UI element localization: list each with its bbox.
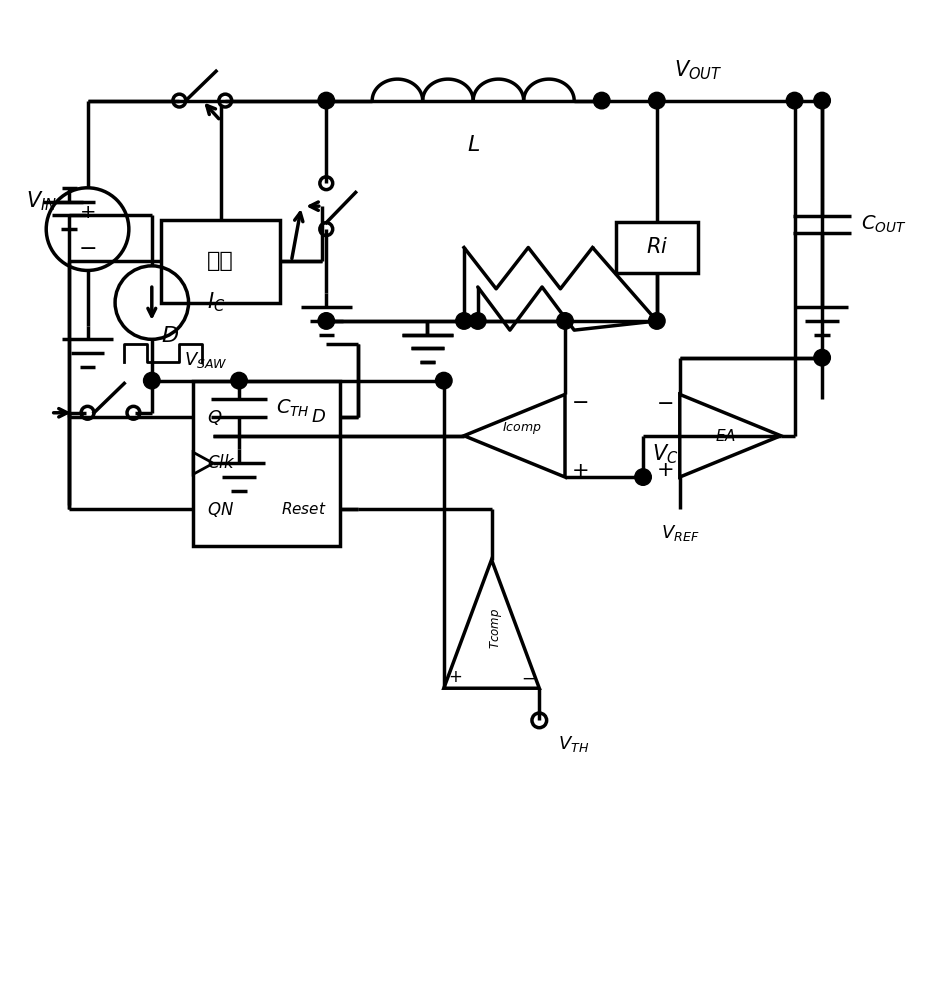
Text: $V_{OUT}$: $V_{OUT}$ <box>673 59 721 82</box>
Text: $+$: $+$ <box>80 203 95 222</box>
Bar <box>193 381 339 546</box>
Text: $Tcomp$: $Tcomp$ <box>488 608 503 649</box>
Text: $-$: $-$ <box>78 237 96 257</box>
Text: $L$: $L$ <box>466 135 479 155</box>
Circle shape <box>634 469 651 485</box>
Circle shape <box>813 92 830 109</box>
Text: $Ri$: $Ri$ <box>645 237 667 257</box>
Circle shape <box>648 92 665 109</box>
Circle shape <box>593 92 609 109</box>
Text: $V_{REF}$: $V_{REF}$ <box>660 523 698 543</box>
Circle shape <box>318 313 334 329</box>
Text: $-$: $-$ <box>571 391 588 411</box>
Text: $+$: $+$ <box>655 460 673 480</box>
Circle shape <box>435 372 451 389</box>
Text: $EA$: $EA$ <box>715 428 735 444</box>
Text: $V_{SAW}$: $V_{SAW}$ <box>184 350 227 370</box>
Text: $Q$: $Q$ <box>207 408 222 427</box>
Bar <box>160 220 280 303</box>
Text: $C_{OUT}$: $C_{OUT}$ <box>859 214 906 235</box>
Circle shape <box>144 372 159 389</box>
Text: $Reset$: $Reset$ <box>280 501 326 517</box>
Circle shape <box>556 313 573 329</box>
Text: $Icomp$: $Icomp$ <box>502 420 541 436</box>
Text: $V_{TH}$: $V_{TH}$ <box>557 734 589 754</box>
Circle shape <box>455 313 472 329</box>
Text: $D$: $D$ <box>161 326 179 346</box>
Text: 驱动: 驱动 <box>207 251 234 271</box>
Circle shape <box>469 313 486 329</box>
Text: $V_C$: $V_C$ <box>652 442 678 466</box>
Text: $-$: $-$ <box>655 392 673 412</box>
Text: $-$: $-$ <box>521 668 535 686</box>
Circle shape <box>813 349 830 366</box>
Text: $QN$: $QN$ <box>207 500 234 519</box>
Text: $+$: $+$ <box>571 461 588 481</box>
Circle shape <box>785 92 802 109</box>
Text: $I_C$: $I_C$ <box>207 291 225 314</box>
Text: $D$: $D$ <box>311 408 326 426</box>
Text: $C_{TH}$: $C_{TH}$ <box>275 398 310 419</box>
Circle shape <box>648 313 665 329</box>
Text: $Clk$: $Clk$ <box>207 454 235 472</box>
Text: $V_{IN}$: $V_{IN}$ <box>26 190 57 213</box>
Circle shape <box>231 372 247 389</box>
Bar <box>615 222 697 273</box>
Circle shape <box>318 92 334 109</box>
Text: $+$: $+$ <box>447 668 462 686</box>
